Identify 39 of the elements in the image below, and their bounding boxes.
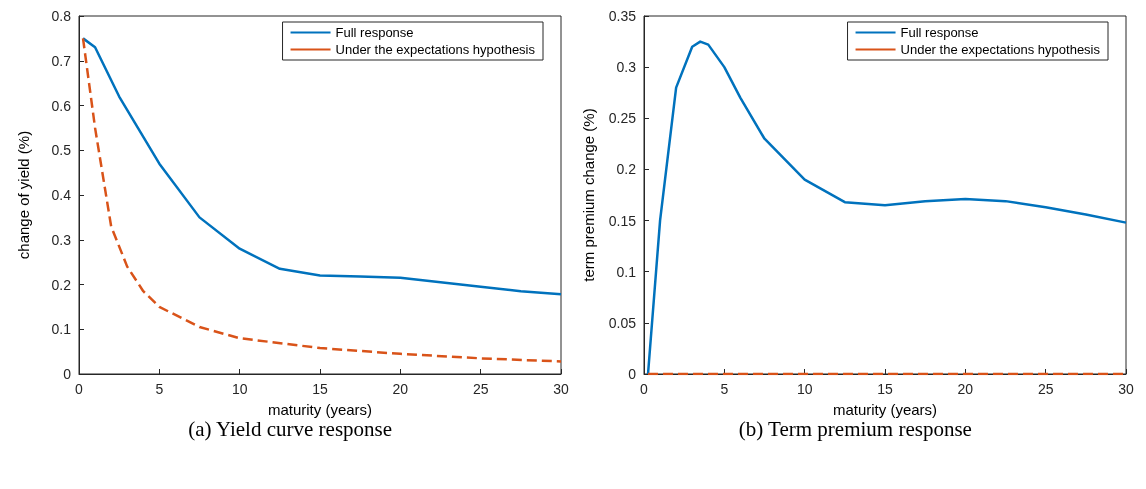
legend-label: Full response bbox=[900, 25, 979, 40]
y-tick-label: 0.1 bbox=[51, 321, 72, 338]
y-tick-label: 0.05 bbox=[608, 314, 637, 331]
y-tick-label: 0.8 bbox=[51, 8, 72, 24]
y-tick-label: 0.3 bbox=[616, 59, 637, 76]
x-tick-label: 30 bbox=[553, 381, 569, 397]
y-tick-label: 0.5 bbox=[51, 142, 72, 159]
y-tick-label: 0 bbox=[628, 366, 637, 382]
y-tick-label: 0 bbox=[63, 366, 72, 382]
y-tick-label: 0.15 bbox=[608, 212, 637, 229]
y-tick-label: 0.6 bbox=[51, 97, 72, 114]
y-tick-label: 0.4 bbox=[51, 187, 72, 203]
x-axis-title: maturity (years) bbox=[267, 401, 373, 418]
x-axis-title: maturity (years) bbox=[832, 401, 938, 418]
x-tick-label: 5 bbox=[720, 381, 729, 397]
x-tick-label: 20 bbox=[392, 381, 409, 397]
y-tick-label: 0.3 bbox=[51, 231, 72, 248]
y-tick-label: 0.7 bbox=[51, 52, 72, 69]
x-tick-label: 10 bbox=[796, 381, 813, 397]
x-tick-label: 30 bbox=[1118, 381, 1134, 397]
legend-label: Under the expectations hypothesis bbox=[900, 42, 1101, 57]
x-tick-label: 15 bbox=[877, 381, 893, 397]
legend-label: Full response bbox=[335, 25, 414, 40]
legend-label: Under the expectations hypothesis bbox=[335, 42, 536, 57]
y-tick-label: 0.2 bbox=[616, 161, 637, 178]
x-tick-label: 25 bbox=[1037, 381, 1054, 397]
x-tick-label: 25 bbox=[472, 381, 489, 397]
y-tick-label: 0.25 bbox=[608, 110, 637, 127]
y-axis-title: change of yield (%) bbox=[15, 130, 32, 260]
x-tick-label: 0 bbox=[640, 381, 649, 397]
y-tick-label: 0.1 bbox=[616, 263, 637, 280]
x-tick-label: 5 bbox=[155, 381, 164, 397]
x-tick-label: 20 bbox=[957, 381, 974, 397]
y-tick-label: 0.2 bbox=[51, 276, 72, 293]
x-tick-label: 0 bbox=[75, 381, 84, 397]
y-axis-title: term premium change (%) bbox=[580, 108, 597, 282]
y-tick-label: 0.35 bbox=[608, 8, 637, 24]
x-tick-label: 10 bbox=[231, 381, 248, 397]
x-tick-label: 15 bbox=[312, 381, 328, 397]
